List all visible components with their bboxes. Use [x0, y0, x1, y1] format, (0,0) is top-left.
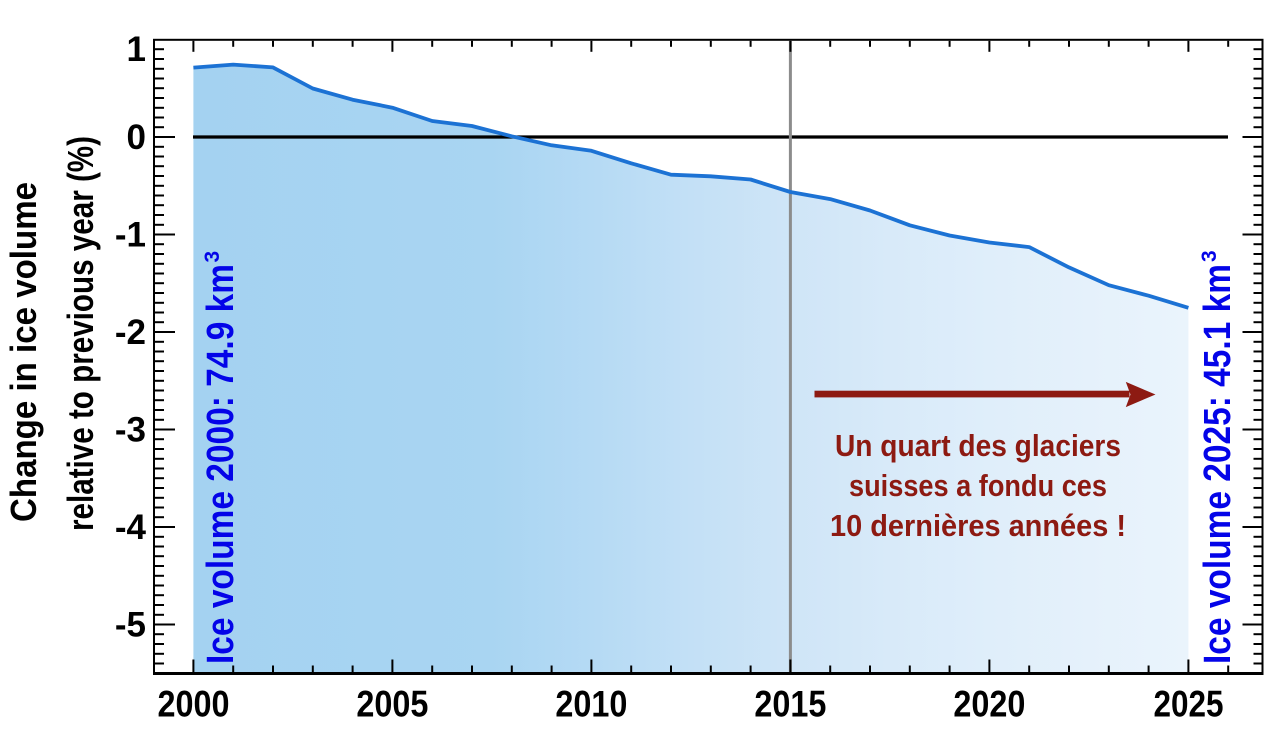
- svg-text:-3: -3: [115, 411, 146, 450]
- svg-text:2025: 2025: [1154, 684, 1224, 725]
- svg-text:Ice volume 2000: 74.9 km: Ice volume 2000: 74.9 km: [200, 264, 242, 664]
- svg-text:3: 3: [1198, 250, 1221, 262]
- svg-text:2010: 2010: [555, 684, 627, 725]
- svg-text:2020: 2020: [953, 684, 1025, 725]
- svg-text:Ice volume 2025: 45.1 km: Ice volume 2025: 45.1 km: [1197, 264, 1239, 664]
- svg-text:Un quart des glaciers: Un quart des glaciers: [835, 428, 1121, 463]
- svg-text:0: 0: [127, 118, 146, 157]
- svg-text:relative to previous year (%): relative to previous year (%): [60, 136, 101, 531]
- svg-text:2005: 2005: [356, 684, 428, 725]
- svg-text:-5: -5: [115, 606, 146, 645]
- svg-text:1: 1: [127, 30, 146, 69]
- svg-text:-4: -4: [115, 508, 147, 547]
- svg-text:2015: 2015: [754, 684, 826, 725]
- svg-text:suisses a fondu ces: suisses a fondu ces: [849, 468, 1107, 503]
- svg-text:Change in ice volume: Change in ice volume: [3, 182, 44, 522]
- svg-text:2000: 2000: [158, 684, 230, 725]
- svg-text:-1: -1: [115, 216, 146, 255]
- svg-text:3: 3: [201, 251, 224, 263]
- svg-text:10 dernières années !: 10 dernières années !: [830, 508, 1126, 543]
- svg-text:-2: -2: [115, 313, 146, 352]
